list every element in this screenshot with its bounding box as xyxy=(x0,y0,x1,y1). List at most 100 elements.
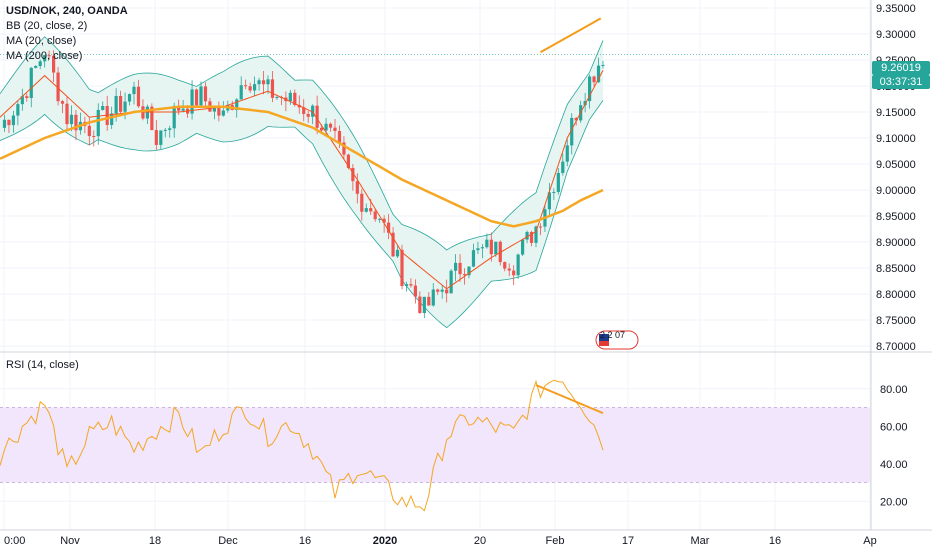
candle-body xyxy=(25,96,29,98)
candle-body xyxy=(29,67,33,98)
candle-body xyxy=(123,101,127,112)
time-tick-label: 20 xyxy=(474,535,486,547)
candle-body xyxy=(11,115,15,126)
candle-body xyxy=(427,296,431,306)
price-tick-label: 9.05000 xyxy=(876,159,916,171)
event-marker-text: 2 2 07 xyxy=(600,330,625,340)
candle-body xyxy=(47,55,51,57)
moving-averages xyxy=(0,54,870,290)
rsi-line xyxy=(0,379,604,512)
candle-body xyxy=(337,131,342,143)
candle-body xyxy=(163,129,167,131)
legend-rsi[interactable]: RSI (14, close) xyxy=(6,359,79,371)
candle-body xyxy=(177,105,181,111)
price-tick-label: 9.10000 xyxy=(876,133,916,145)
legend-bb[interactable]: BB (20, close, 2) xyxy=(6,20,88,32)
price-trendline xyxy=(539,17,602,54)
candle-body xyxy=(351,167,355,182)
candle-body xyxy=(257,80,261,85)
candle-body xyxy=(168,128,172,130)
price-tick-label: 8.90000 xyxy=(876,237,916,249)
bb-lower-line xyxy=(0,100,604,329)
price-tick-label: 8.85000 xyxy=(876,263,916,275)
candle-body xyxy=(320,127,324,131)
candle-body xyxy=(288,92,292,102)
candle-body xyxy=(212,106,216,112)
candle-body xyxy=(127,94,132,102)
candle-body xyxy=(467,266,471,276)
candle-body xyxy=(16,104,20,116)
rsi-tick-label: 20.00 xyxy=(880,496,908,508)
time-tick-label: Nov xyxy=(60,535,80,547)
candle-body xyxy=(418,296,422,313)
candle-body xyxy=(110,113,114,125)
price-tick-label: 9.00000 xyxy=(876,185,916,197)
candle-body xyxy=(592,76,596,83)
candle-body xyxy=(552,191,556,193)
rsi-tick-label: 60.00 xyxy=(880,421,908,433)
candle-body xyxy=(413,285,417,297)
candle-body xyxy=(328,123,333,128)
candle-body xyxy=(422,296,426,313)
time-tick-label: 2020 xyxy=(373,535,397,547)
candle-body xyxy=(266,79,270,85)
price-tick-label: 9.30000 xyxy=(876,29,916,41)
ma20-line xyxy=(0,70,604,290)
candle-body xyxy=(194,89,199,106)
candle-body xyxy=(529,232,534,243)
candle-body xyxy=(342,142,346,155)
candle-body xyxy=(311,105,315,117)
candle-body xyxy=(565,145,569,162)
bb-upper-line xyxy=(0,36,604,251)
candle-body xyxy=(494,241,498,255)
time-tick-label: 16 xyxy=(299,535,311,547)
candle-body xyxy=(96,109,100,137)
event-marker[interactable]: 2 2 07 xyxy=(595,330,639,350)
candle-body xyxy=(596,65,601,83)
candle-body xyxy=(60,101,65,104)
candle-body xyxy=(20,96,24,105)
rsi-legend: RSI (14, close) xyxy=(6,358,79,373)
legend-ma200[interactable]: MA (200, close) xyxy=(6,50,83,62)
candle-body xyxy=(485,239,489,248)
candle-body xyxy=(534,226,538,243)
candle-body xyxy=(391,232,395,257)
candle-body xyxy=(136,86,141,107)
candle-body xyxy=(507,268,511,271)
candle-body xyxy=(431,289,435,306)
time-tick-label: 0:00 xyxy=(4,535,25,547)
rsi-trendline xyxy=(535,384,604,415)
rsi-line-path xyxy=(0,379,604,512)
time-tick-label: Mar xyxy=(691,535,710,547)
candle-body xyxy=(440,289,444,292)
candle-body xyxy=(145,106,149,119)
time-tick-label: Feb xyxy=(546,535,565,547)
candle-body xyxy=(275,96,279,98)
legend-symbol[interactable]: USD/NOK, 240, OANDA xyxy=(6,5,128,17)
candle-body xyxy=(52,55,56,73)
candle-body xyxy=(261,80,266,85)
candle-body xyxy=(588,76,592,102)
candle-body xyxy=(556,172,560,192)
candle-body xyxy=(315,105,319,128)
candle-body xyxy=(360,193,364,212)
ma200-line xyxy=(0,105,604,228)
price-tick-label: 8.70000 xyxy=(876,341,916,353)
candle-body xyxy=(373,211,377,220)
candle-body xyxy=(458,262,462,275)
rsi-tick-label: 40.00 xyxy=(880,459,908,471)
time-tick-label: 16 xyxy=(769,535,781,547)
candle-body xyxy=(56,72,60,102)
candle-body xyxy=(445,289,449,294)
candle-body xyxy=(570,117,574,146)
candle-body xyxy=(574,117,578,121)
candle-body xyxy=(306,113,310,117)
legend-ma20[interactable]: MA (20, close) xyxy=(6,35,77,47)
candle-body xyxy=(583,101,587,106)
candle-body xyxy=(521,239,525,255)
candle-body xyxy=(74,114,78,131)
time-tick-label: Dec xyxy=(218,535,238,547)
